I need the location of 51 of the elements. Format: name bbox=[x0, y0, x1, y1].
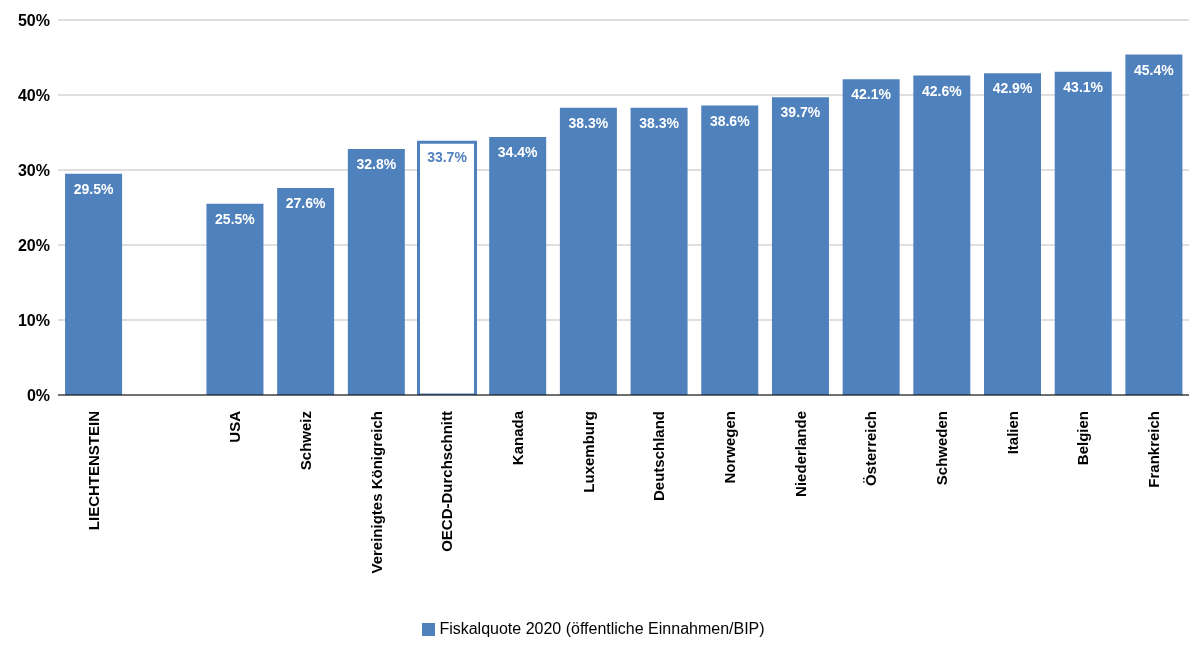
bar bbox=[701, 105, 759, 395]
legend-label: Fiskalquote 2020 (öffentliche Einnahmen/BIP) bbox=[439, 620, 765, 637]
x-tick-label: Niederlande bbox=[791, 411, 809, 497]
bar bbox=[1125, 54, 1183, 395]
data-label: 34.4% bbox=[497, 144, 539, 160]
y-tick-label: 30% bbox=[17, 161, 50, 179]
y-tick-label: 50% bbox=[17, 11, 50, 29]
bar bbox=[347, 149, 405, 395]
data-label: 29.5% bbox=[73, 180, 114, 197]
data-label: 38.3% bbox=[639, 114, 680, 131]
x-tick-label: OECD-Durchschnitt bbox=[438, 411, 456, 552]
x-tick-label: Österreich bbox=[862, 411, 880, 487]
data-label: 32.8% bbox=[356, 156, 397, 172]
data-label: 43.1% bbox=[1063, 78, 1104, 95]
bar bbox=[771, 97, 829, 395]
y-tick-label: 0% bbox=[26, 386, 50, 404]
x-tick-label: Luxemburg bbox=[579, 411, 597, 493]
bar bbox=[842, 79, 900, 395]
x-tick-label: Schweiz bbox=[296, 411, 314, 471]
y-tick-label: 10% bbox=[17, 311, 50, 329]
x-tick-label: Deutschland bbox=[650, 411, 668, 502]
data-label: 33.7% bbox=[427, 149, 468, 166]
x-tick-label: Schweden bbox=[933, 411, 951, 486]
data-label: 45.4% bbox=[1134, 61, 1175, 78]
data-label: 39.7% bbox=[780, 104, 821, 121]
bar bbox=[65, 173, 123, 395]
data-label: 42.9% bbox=[992, 80, 1033, 97]
bar bbox=[206, 203, 264, 395]
x-tick-label: Norwegen bbox=[721, 411, 739, 484]
data-label: 42.1% bbox=[851, 86, 892, 103]
x-tick-label: USA bbox=[226, 410, 244, 443]
data-label: 25.5% bbox=[215, 210, 256, 227]
bar bbox=[489, 137, 547, 395]
bar bbox=[913, 75, 971, 395]
data-label: 38.6% bbox=[709, 112, 751, 129]
data-label: 38.3% bbox=[568, 114, 609, 131]
data-label: 42.6% bbox=[921, 82, 963, 99]
bar bbox=[630, 107, 688, 395]
x-tick-label: Frankreich bbox=[1145, 411, 1163, 488]
x-tick-label: Italien bbox=[1003, 411, 1021, 455]
bar bbox=[277, 188, 335, 395]
data-label: 27.6% bbox=[285, 195, 327, 211]
x-tick-label: Belgien bbox=[1074, 411, 1092, 466]
y-tick-label: 40% bbox=[17, 86, 50, 104]
bar bbox=[1054, 71, 1112, 395]
bar bbox=[984, 73, 1042, 395]
x-tick-label: LIECHTENSTEIN bbox=[84, 411, 102, 531]
x-tick-label: Vereinigtes Königreich bbox=[367, 411, 385, 574]
bar bbox=[559, 107, 617, 395]
y-tick-label: 20% bbox=[17, 236, 50, 254]
x-tick-label: Kanada bbox=[508, 410, 526, 466]
